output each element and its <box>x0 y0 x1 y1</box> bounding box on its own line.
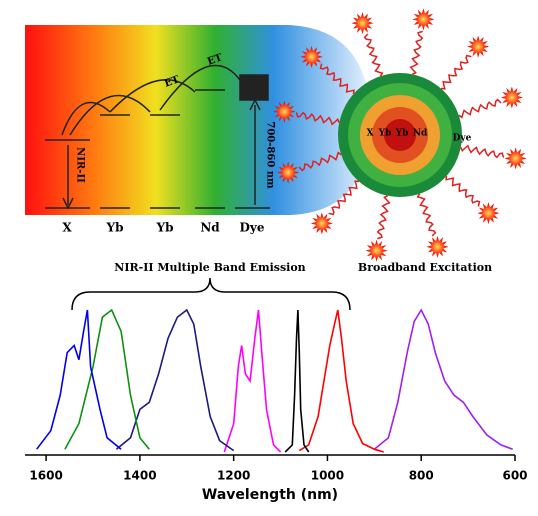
x-tick-label: 1000 <box>311 469 344 483</box>
energy-diagram <box>45 64 270 210</box>
level-label: Nd <box>200 221 220 235</box>
dye-star <box>277 161 300 184</box>
linker <box>445 175 481 207</box>
dye-star <box>467 35 490 58</box>
dye-star <box>351 12 374 35</box>
nanoparticle <box>338 73 462 197</box>
spectrum-line <box>284 309 310 453</box>
x-tick-label: 1600 <box>29 469 62 483</box>
spectrum-line <box>115 308 235 452</box>
dye-star <box>310 212 333 235</box>
spectrum-line <box>223 309 282 453</box>
linker <box>295 111 340 126</box>
particle-label: Yb <box>378 129 392 139</box>
nir-label: NIR-II <box>75 147 86 183</box>
emission-label: NIR-II Multiple Band Emission <box>114 261 305 274</box>
particle-label: X <box>367 129 374 139</box>
et-label: ET <box>163 74 181 90</box>
level-label: Dye <box>239 221 264 235</box>
particle-label: Nd <box>413 129 428 139</box>
brace <box>71 277 351 311</box>
linker <box>409 30 424 75</box>
dye-star <box>500 86 523 109</box>
level-label: Yb <box>106 221 124 235</box>
dye-star <box>365 239 388 262</box>
spectrum-line <box>36 309 122 450</box>
x-axis-label: Wavelength (nm) <box>202 487 338 503</box>
dye-star <box>273 100 296 123</box>
x-tick-label: 800 <box>409 469 434 483</box>
particle-label: Yb <box>395 129 409 139</box>
linker <box>460 144 505 159</box>
excitation-label: Broadband Excitation <box>358 261 492 274</box>
x-axis <box>25 454 516 461</box>
linker <box>319 63 355 95</box>
dye-star <box>300 45 323 68</box>
x-tick-label: 600 <box>502 469 527 483</box>
linker <box>416 193 437 237</box>
linker <box>328 180 360 216</box>
dye-star <box>504 147 527 170</box>
linker <box>376 195 391 240</box>
linker <box>458 98 502 119</box>
dye-star <box>477 202 500 225</box>
spectrum-line <box>64 308 150 450</box>
level-label: X <box>62 221 72 235</box>
linker <box>440 54 472 90</box>
et-label: ET <box>206 52 224 68</box>
dye-star <box>426 235 449 258</box>
spectrum-line <box>298 309 384 453</box>
linker <box>363 33 384 77</box>
dye-star <box>412 8 435 31</box>
level-label: Yb <box>156 221 174 235</box>
particle-label: Dye <box>453 134 472 144</box>
x-tick-label: 1200 <box>217 469 250 483</box>
spectrum-line <box>373 308 513 450</box>
x-tick-label: 1400 <box>123 469 156 483</box>
excitation-range: 700-860 nm <box>265 121 276 189</box>
linker <box>298 151 342 172</box>
